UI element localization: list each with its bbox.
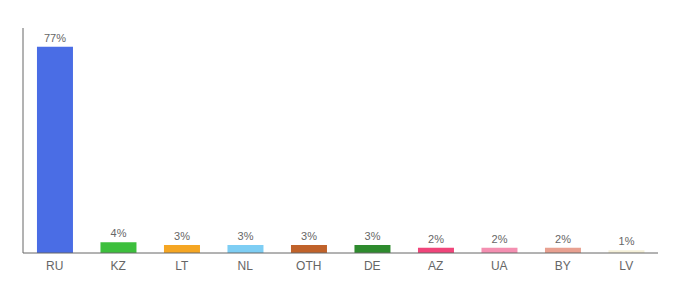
svg-text:NL: NL: [238, 259, 254, 273]
svg-text:OTH: OTH: [296, 259, 321, 273]
svg-text:3%: 3%: [301, 230, 317, 242]
svg-text:77%: 77%: [44, 32, 66, 44]
svg-text:4%: 4%: [111, 227, 127, 239]
svg-text:3%: 3%: [238, 230, 254, 242]
svg-text:RU: RU: [46, 259, 63, 273]
svg-text:KZ: KZ: [111, 259, 126, 273]
svg-text:UA: UA: [491, 259, 508, 273]
svg-text:2%: 2%: [492, 233, 508, 245]
svg-text:DE: DE: [364, 259, 381, 273]
svg-text:3%: 3%: [365, 230, 381, 242]
svg-text:AZ: AZ: [428, 259, 443, 273]
svg-text:1%: 1%: [619, 235, 635, 247]
svg-text:2%: 2%: [428, 233, 444, 245]
svg-text:BY: BY: [555, 259, 571, 273]
svg-text:LV: LV: [619, 259, 633, 273]
svg-text:LT: LT: [175, 259, 189, 273]
svg-text:3%: 3%: [174, 230, 190, 242]
svg-text:2%: 2%: [555, 233, 571, 245]
